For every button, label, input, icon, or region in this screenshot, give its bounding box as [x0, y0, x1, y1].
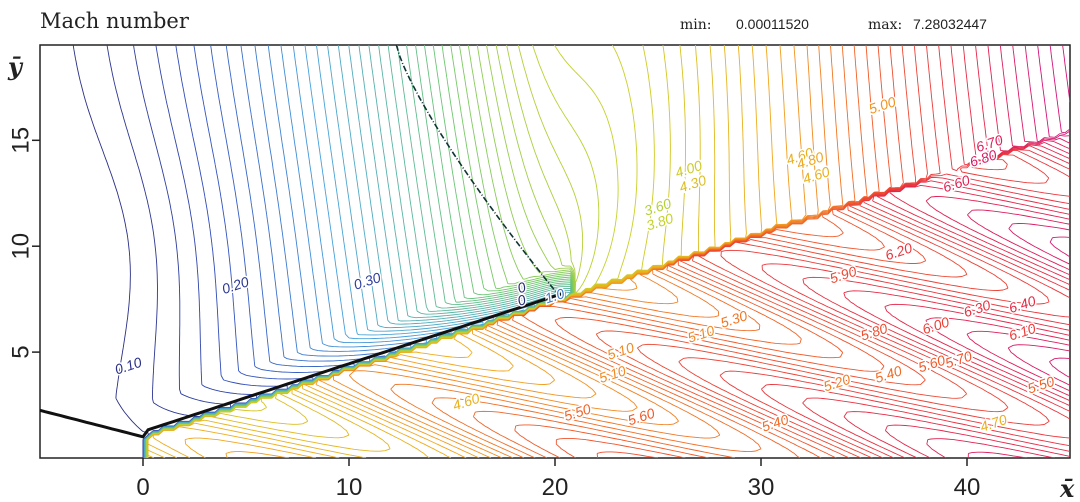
contour-line [133, 45, 232, 458]
contour-label: 5.40 [873, 362, 904, 386]
contour-line [1062, 45, 1070, 103]
contour-line [145, 45, 573, 458]
y-axis-label: ȳ [7, 52, 24, 81]
contour-line [678, 45, 1009, 458]
contour-label: 5.60 [916, 352, 947, 376]
contour-label: 4.60 [451, 390, 482, 414]
contour-label: 6.30 [961, 297, 992, 321]
contour-label: 5.30 [718, 307, 749, 331]
contour-line [144, 45, 484, 458]
contour-line [145, 45, 573, 458]
contour-label: 0.10 [113, 354, 144, 378]
contour-label: 6.40 [1007, 292, 1038, 316]
x-tick-label: 10 [336, 474, 363, 501]
x-tick-label: 40 [954, 474, 981, 501]
contour-line [1024, 45, 1070, 378]
chart-title: Mach number [40, 9, 190, 33]
contour-line [145, 45, 572, 458]
contour-line [146, 45, 655, 458]
contour-line [146, 45, 575, 458]
contour-line [147, 45, 716, 458]
y-tick-label: 5 [7, 345, 34, 358]
contour-label: 4.70 [978, 411, 1009, 435]
contour-label: 5.60 [626, 405, 657, 429]
contour-line [144, 45, 564, 458]
min-value: 0.00011520 [736, 16, 809, 32]
contour-label: 5.50 [562, 400, 593, 424]
contour-line [966, 45, 1070, 458]
y-axis: 5 10 15 [7, 127, 40, 359]
contour-line [925, 45, 1070, 458]
contour-line [147, 45, 747, 458]
contour-line [72, 45, 149, 458]
plot-frame [39, 44, 1071, 459]
contour-line [348, 45, 831, 458]
contour-line [637, 45, 968, 458]
x-axis: 0 10 20 30 40 [136, 458, 980, 501]
contour-label: 5.10 [597, 362, 628, 386]
contour-line [719, 45, 1050, 458]
contour-line [1049, 45, 1070, 134]
contour-label: 5.00 [867, 93, 898, 117]
y-tick-label: 10 [7, 233, 34, 260]
contour-line [843, 45, 1070, 458]
x-tick-label: 20 [542, 474, 569, 501]
contour-line [145, 45, 574, 458]
contour-label: 6.60 [941, 172, 972, 196]
contour-line [760, 45, 1070, 458]
contour-line [146, 45, 619, 458]
contour-line [144, 45, 566, 458]
contour-line [145, 45, 573, 458]
contour-line [146, 45, 575, 458]
contour-label: 0.20 [220, 273, 251, 297]
max-label: max: [868, 17, 902, 33]
contour-line [318, 45, 807, 458]
contour-line [145, 45, 575, 458]
x-tick-label: 0 [136, 474, 149, 501]
contour-label: 0.30 [352, 269, 383, 293]
contour-label: 6.80 [968, 146, 999, 170]
plate-wall [40, 291, 566, 439]
contour-line [144, 45, 567, 458]
contour-line [147, 45, 671, 458]
contour-line [143, 45, 438, 458]
min-label: min: [680, 17, 712, 33]
contour-line [431, 45, 856, 458]
contour-label: 5.10 [605, 339, 636, 363]
contour-line [143, 45, 314, 458]
contour-line [1007, 45, 1070, 386]
y-tick-label: 15 [7, 127, 34, 154]
x-tick-label: 30 [748, 474, 775, 501]
contour-line [143, 45, 340, 458]
contour-label: 5.20 [821, 371, 852, 395]
max-value: 7.28032447 [913, 16, 987, 32]
contour-line [1037, 45, 1070, 138]
sonic-line [395, 45, 563, 300]
contour-line [142, 45, 257, 458]
contour-label: 6.20 [883, 239, 914, 263]
x-axis-label: x̄ [1059, 474, 1075, 502]
contour-line [884, 45, 1070, 458]
contour-lines [40, 45, 1070, 458]
contour-label: 6.00 [920, 314, 951, 338]
